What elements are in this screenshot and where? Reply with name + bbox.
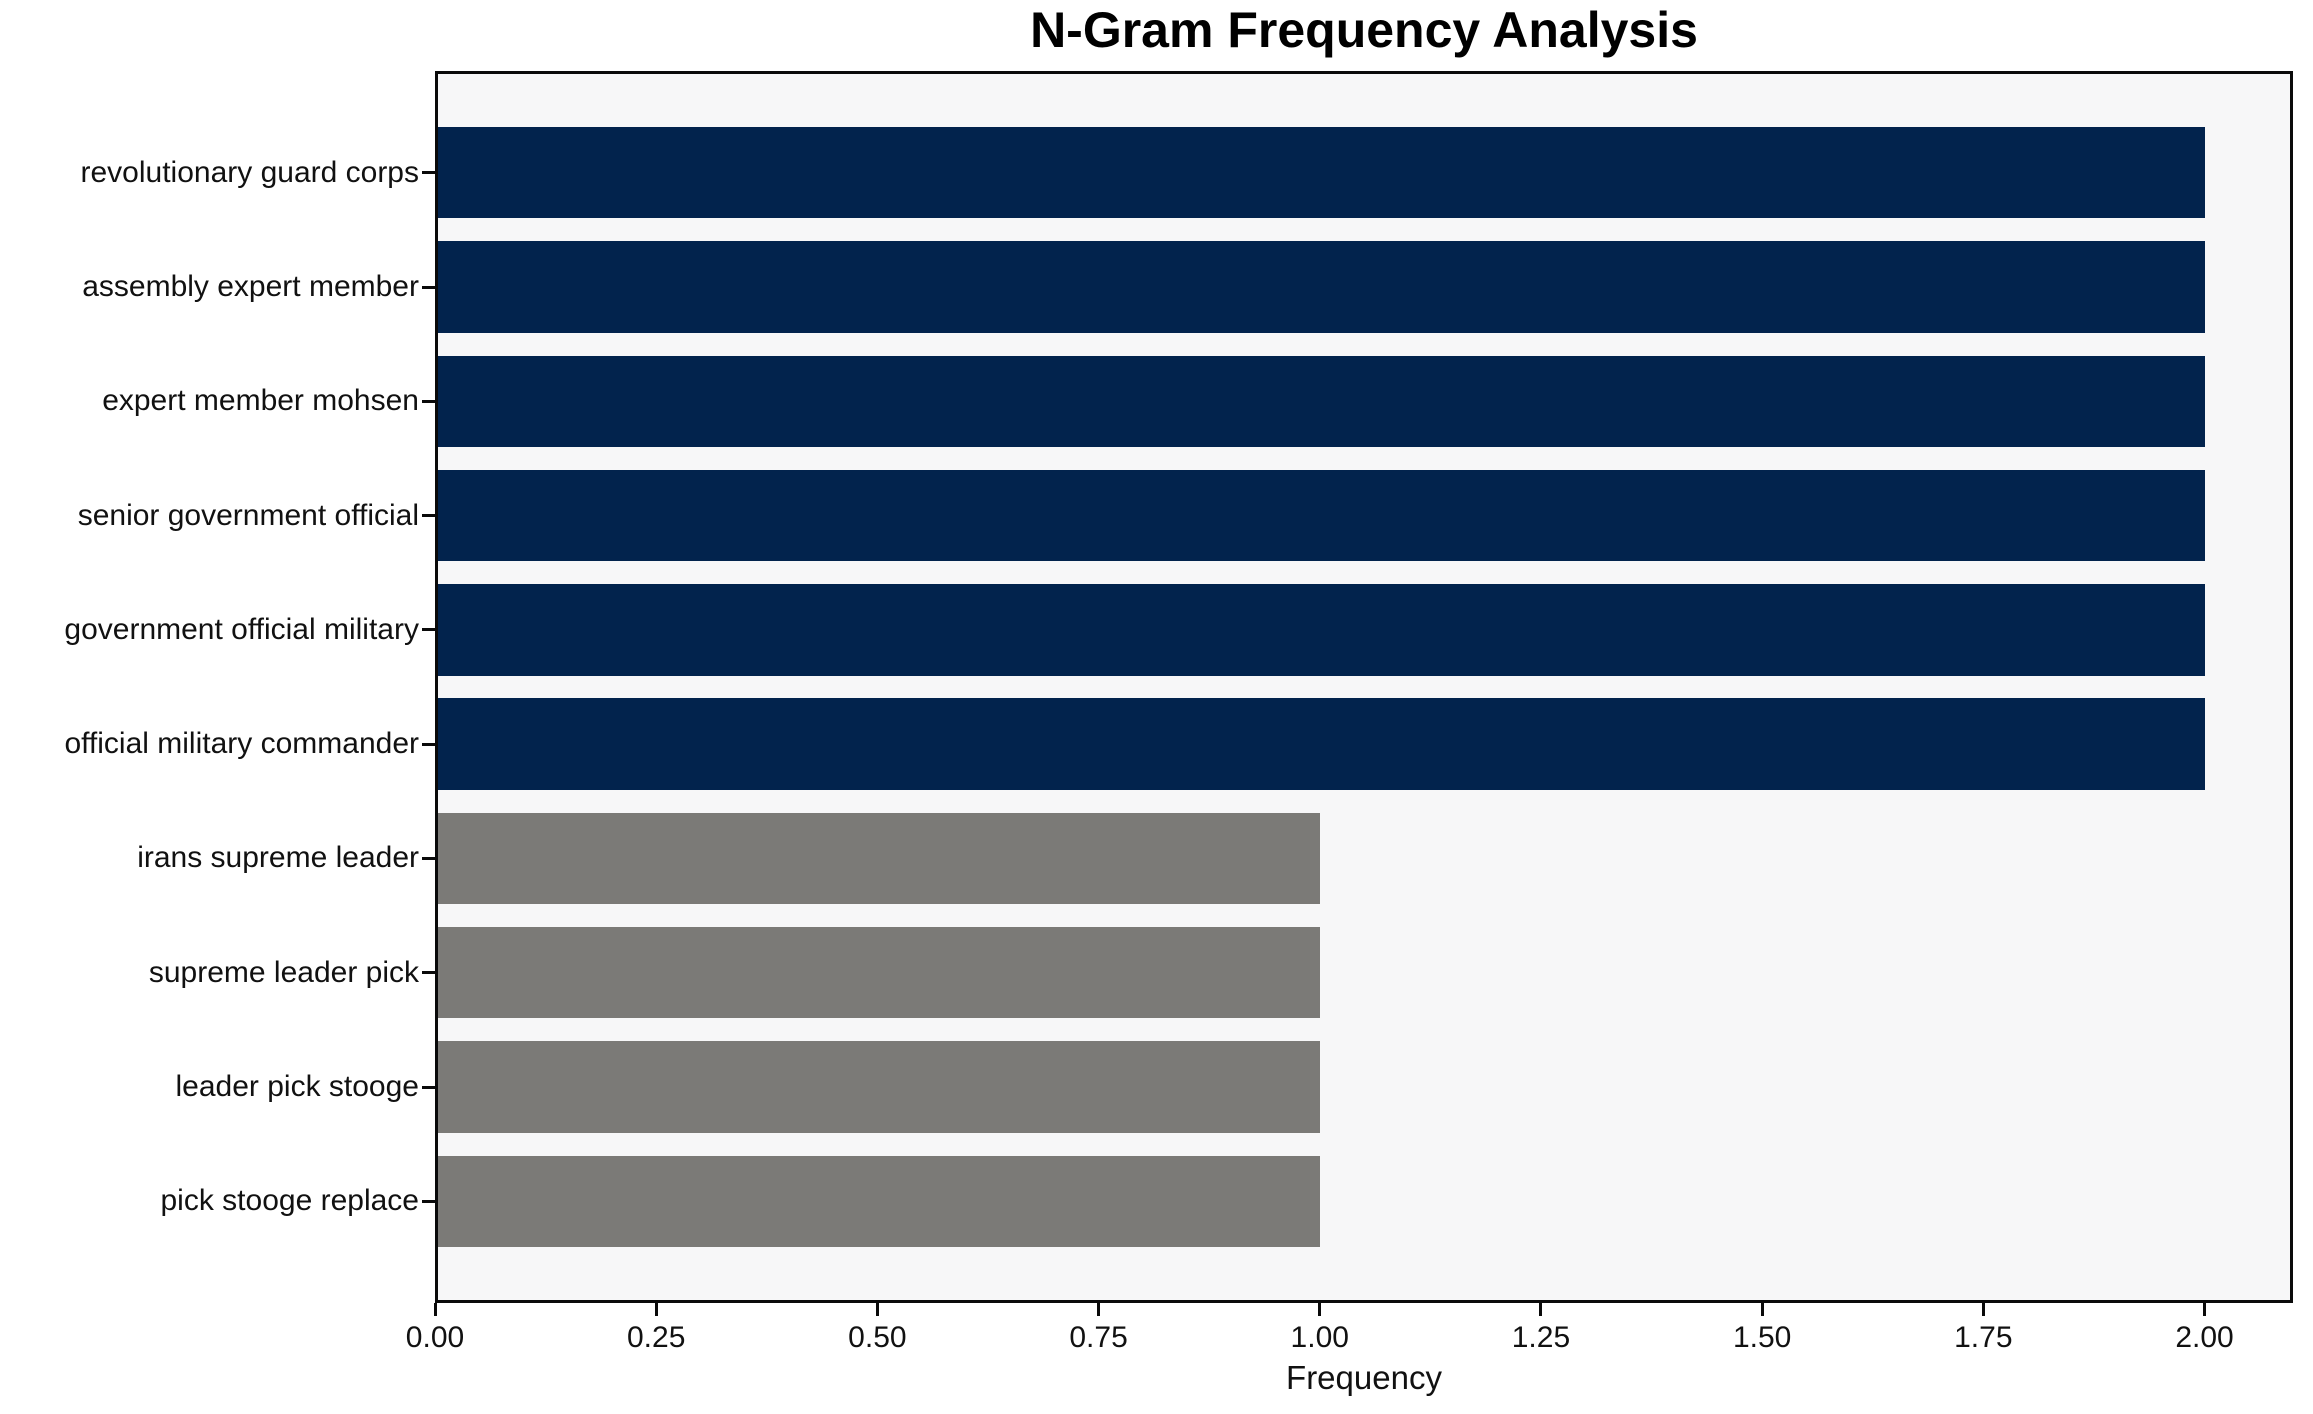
y-tick-label: revolutionary guard corps	[80, 155, 419, 189]
bar	[435, 469, 2205, 562]
x-tick-label: 0.25	[626, 1321, 686, 1354]
x-tick-mark	[654, 1303, 658, 1316]
y-tick-mark	[422, 971, 435, 975]
y-tick-mark	[422, 1085, 435, 1089]
x-tick-label: 0.75	[1069, 1321, 1128, 1354]
bar	[435, 698, 2205, 790]
y-tick-mark	[422, 285, 435, 289]
bar	[435, 584, 2205, 676]
x-tick-label: 1.00	[1290, 1321, 1349, 1354]
y-tick-mark	[422, 1199, 435, 1203]
y-tick-label: government official military	[64, 612, 419, 646]
x-tick-label: 0.50	[848, 1321, 907, 1354]
x-tick-label: 2.00	[2175, 1321, 2234, 1354]
x-tick-mark	[1539, 1303, 1543, 1316]
bar	[435, 355, 2205, 447]
y-tick-mark	[422, 742, 435, 746]
x-tick-mark	[1760, 1303, 1764, 1316]
y-tick-mark	[422, 856, 435, 860]
y-tick-label: pick stooge replace	[160, 1184, 420, 1218]
y-tick-mark	[422, 628, 435, 632]
bar	[435, 241, 2205, 333]
y-tick-label: expert member mohsen	[102, 384, 419, 418]
x-tick-mark	[1097, 1303, 1101, 1316]
plot-area	[435, 71, 2293, 1303]
y-tick-mark	[422, 514, 435, 518]
y-tick-label: leader pick stooge	[175, 1070, 420, 1103]
x-tick-mark	[1318, 1303, 1322, 1316]
y-tick-label: assembly expert member	[82, 270, 419, 303]
bar	[435, 812, 1320, 905]
x-tick-mark	[1981, 1303, 1985, 1316]
y-tick-mark	[422, 399, 435, 403]
x-tick-label: 1.25	[1511, 1321, 1571, 1354]
bar	[435, 1155, 1320, 1247]
y-tick-label: official military commander	[64, 727, 419, 761]
x-tick-mark	[875, 1303, 879, 1316]
x-axis-label: Frequency	[1286, 1359, 1442, 1396]
chart-title: N-Gram Frequency Analysis	[1030, 2, 1698, 58]
x-tick-mark	[2203, 1303, 2207, 1316]
y-tick-label: irans supreme leader	[137, 841, 419, 875]
bar	[435, 1041, 1320, 1133]
x-tick-label: 1.75	[1954, 1321, 2013, 1354]
y-tick-label: senior government official	[77, 498, 419, 532]
x-tick-mark	[433, 1303, 437, 1316]
x-tick-label: 1.50	[1732, 1321, 1792, 1354]
y-tick-mark	[422, 171, 435, 175]
y-tick-label: supreme leader pick	[148, 955, 419, 989]
x-tick-label: 0.00	[405, 1321, 465, 1354]
bar	[435, 927, 1320, 1019]
bar	[435, 127, 2205, 219]
